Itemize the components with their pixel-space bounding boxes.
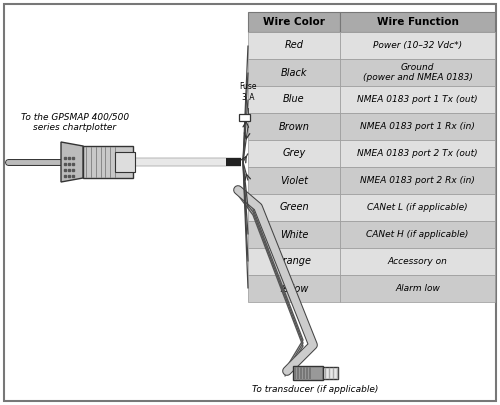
FancyBboxPatch shape	[340, 86, 495, 113]
FancyBboxPatch shape	[303, 367, 305, 379]
Text: NMEA 0183 port 2 Rx (in): NMEA 0183 port 2 Rx (in)	[360, 176, 475, 185]
Text: Ground
(power and NMEA 0183): Ground (power and NMEA 0183)	[362, 63, 472, 82]
FancyBboxPatch shape	[4, 4, 496, 401]
FancyBboxPatch shape	[83, 146, 133, 178]
FancyBboxPatch shape	[248, 167, 340, 194]
FancyBboxPatch shape	[248, 248, 340, 275]
FancyBboxPatch shape	[248, 194, 340, 221]
FancyBboxPatch shape	[248, 221, 340, 248]
Text: CANet H (if applicable): CANet H (if applicable)	[366, 230, 468, 239]
Text: Brown: Brown	[278, 122, 310, 132]
FancyBboxPatch shape	[340, 248, 495, 275]
Text: Black: Black	[281, 68, 307, 77]
FancyBboxPatch shape	[340, 140, 495, 167]
FancyBboxPatch shape	[248, 140, 340, 167]
Text: Red: Red	[284, 40, 304, 51]
FancyBboxPatch shape	[248, 275, 340, 302]
FancyBboxPatch shape	[340, 113, 495, 140]
Text: Wire Function: Wire Function	[376, 17, 458, 27]
Text: NMEA 0183 port 1 Tx (out): NMEA 0183 port 1 Tx (out)	[357, 95, 478, 104]
FancyBboxPatch shape	[340, 167, 495, 194]
Text: CANet L (if applicable): CANet L (if applicable)	[367, 203, 468, 212]
FancyBboxPatch shape	[293, 366, 323, 380]
FancyBboxPatch shape	[306, 367, 308, 379]
Text: Power (10–32 Vdc*): Power (10–32 Vdc*)	[373, 41, 462, 50]
Text: Fuse
3 A: Fuse 3 A	[239, 82, 256, 102]
Polygon shape	[61, 142, 83, 182]
FancyBboxPatch shape	[340, 221, 495, 248]
FancyBboxPatch shape	[340, 59, 495, 86]
Text: Orange: Orange	[276, 256, 312, 266]
Text: Blue: Blue	[283, 94, 305, 104]
FancyBboxPatch shape	[248, 86, 340, 113]
Text: NMEA 0183 port 2 Tx (out): NMEA 0183 port 2 Tx (out)	[357, 149, 478, 158]
Text: White: White	[280, 230, 308, 239]
Text: To transducer (if applicable): To transducer (if applicable)	[252, 385, 378, 394]
Text: NMEA 0183 port 1 Rx (in): NMEA 0183 port 1 Rx (in)	[360, 122, 475, 131]
FancyBboxPatch shape	[297, 367, 299, 379]
FancyBboxPatch shape	[340, 12, 495, 32]
FancyBboxPatch shape	[248, 12, 340, 32]
FancyBboxPatch shape	[248, 113, 340, 140]
FancyBboxPatch shape	[248, 32, 340, 59]
Text: To the GPSMAP 400/500
series chartplotter: To the GPSMAP 400/500 series chartplotte…	[21, 113, 129, 132]
FancyBboxPatch shape	[309, 367, 311, 379]
FancyBboxPatch shape	[294, 367, 296, 379]
FancyBboxPatch shape	[240, 114, 250, 121]
Text: Green: Green	[279, 202, 309, 213]
FancyBboxPatch shape	[340, 194, 495, 221]
FancyBboxPatch shape	[300, 367, 302, 379]
Text: Yellow: Yellow	[279, 284, 309, 294]
Text: Alarm low: Alarm low	[395, 284, 440, 293]
FancyBboxPatch shape	[248, 59, 340, 86]
Text: Accessory on: Accessory on	[388, 257, 448, 266]
FancyBboxPatch shape	[115, 152, 135, 172]
Text: Grey: Grey	[282, 149, 306, 158]
FancyBboxPatch shape	[340, 32, 495, 59]
Text: Wire Color: Wire Color	[263, 17, 325, 27]
Text: Violet: Violet	[280, 175, 308, 185]
FancyBboxPatch shape	[340, 275, 495, 302]
FancyBboxPatch shape	[323, 367, 338, 379]
